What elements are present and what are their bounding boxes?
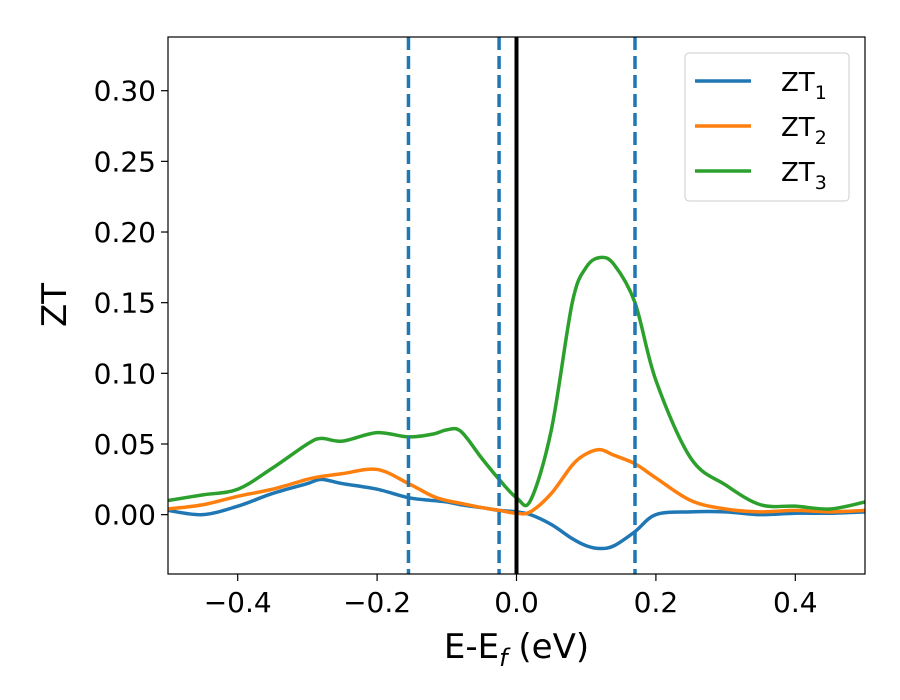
y-tick-label: 0.20 xyxy=(94,216,156,249)
y-axis-title: ZT xyxy=(35,283,75,327)
y-tick-label: 0.10 xyxy=(94,357,156,390)
y-tick-label: 0.05 xyxy=(94,428,156,461)
y-tick-label: 0.00 xyxy=(94,499,156,532)
legend-label-zt1: ZT1 xyxy=(781,68,827,104)
x-tick-label: 0.2 xyxy=(634,586,679,619)
x-tick-label: −0.4 xyxy=(204,586,272,619)
y-tick-label: 0.30 xyxy=(94,75,156,108)
legend-label-zt2: ZT2 xyxy=(781,113,827,149)
legend: ZT1 ZT2 ZT3 xyxy=(684,52,850,202)
x-tick-label: 0.4 xyxy=(773,586,818,619)
x-axis-title: E-Ef (eV) xyxy=(444,627,589,672)
x-tick-label: 0.0 xyxy=(494,586,539,619)
series-line-zt3 xyxy=(168,255,865,511)
y-tick-label: 0.25 xyxy=(94,145,156,178)
x-tick-label: −0.2 xyxy=(343,586,411,619)
legend-box xyxy=(684,52,850,202)
y-tick-label: 0.15 xyxy=(94,287,156,320)
legend-label-zt3: ZT3 xyxy=(781,158,827,194)
